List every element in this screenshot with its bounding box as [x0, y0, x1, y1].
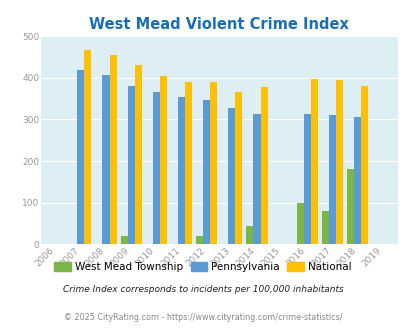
Bar	[177, 97, 185, 244]
Bar	[296, 203, 303, 244]
Bar	[303, 114, 310, 244]
Bar	[196, 236, 202, 244]
Text: Crime Index corresponds to incidents per 100,000 inhabitants: Crime Index corresponds to incidents per…	[62, 285, 343, 294]
Bar	[360, 86, 367, 244]
Bar	[335, 81, 342, 244]
Bar	[127, 86, 134, 244]
Bar	[102, 75, 109, 244]
Bar	[210, 82, 217, 244]
Bar	[185, 82, 192, 244]
Bar	[202, 100, 210, 244]
Bar	[321, 211, 328, 244]
Bar	[246, 226, 253, 244]
Bar	[77, 70, 84, 244]
Text: © 2025 CityRating.com - https://www.cityrating.com/crime-statistics/: © 2025 CityRating.com - https://www.city…	[64, 313, 341, 322]
Bar	[109, 55, 116, 244]
Bar	[228, 108, 235, 244]
Bar	[346, 169, 353, 244]
Bar	[152, 92, 160, 244]
Bar	[120, 236, 127, 244]
Bar	[235, 92, 242, 244]
Bar	[253, 114, 260, 244]
Bar	[134, 65, 141, 244]
Bar	[84, 50, 91, 244]
Bar	[310, 79, 317, 244]
Bar	[160, 76, 166, 244]
Legend: West Mead Township, Pennsylvania, National: West Mead Township, Pennsylvania, Nation…	[50, 258, 355, 276]
Bar	[353, 117, 360, 244]
Bar	[260, 86, 267, 244]
Bar	[328, 115, 335, 244]
Title: West Mead Violent Crime Index: West Mead Violent Crime Index	[89, 17, 348, 32]
